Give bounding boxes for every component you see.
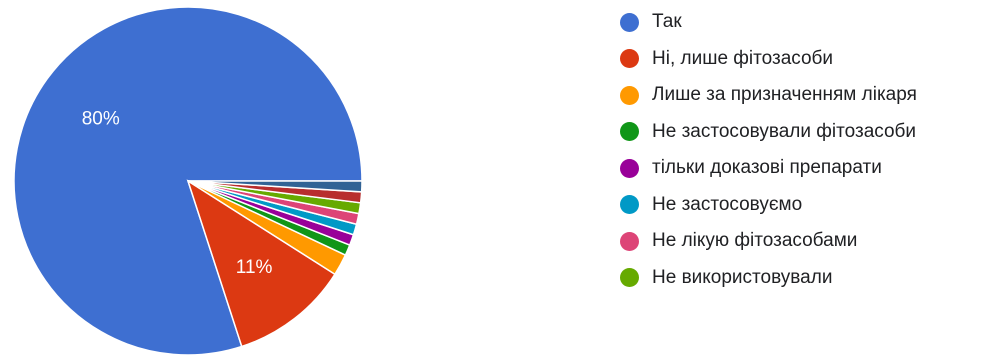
legend-swatch-icon	[620, 158, 639, 178]
legend-label: Ні, лише фітозасоби	[652, 47, 834, 69]
legend-item-3: Не застосовували фітозасоби	[620, 114, 917, 151]
legend-swatch-icon	[620, 231, 639, 251]
legend-label: Так	[652, 11, 682, 33]
legend-label: тільки доказові препарати	[652, 157, 882, 179]
legend-label: Не лікую фітозасобами	[652, 230, 858, 252]
pie-slice-1	[186, 179, 336, 348]
legend-swatch-icon	[620, 12, 639, 32]
legend-item-6: Не лікую фітозасобами	[620, 223, 917, 260]
legend-swatch-icon	[620, 49, 639, 69]
legend-swatch-icon	[620, 195, 639, 215]
legend-item-0: Так	[620, 4, 917, 41]
legend-label: Не застосовували фітозасоби	[652, 120, 917, 142]
legend-item-7: Не використовували	[620, 260, 917, 297]
legend-item-4: тільки доказові препарати	[620, 150, 917, 187]
slice-percent-label-1: 11%	[236, 257, 273, 278]
legend-label: Не застосовуємо	[652, 193, 803, 215]
pie-slice-9	[187, 180, 363, 193]
legend-item-5: Не застосовуємо	[620, 187, 917, 224]
legend-item-2: Лише за призначенням лікаря	[620, 77, 917, 114]
legend-swatch-icon	[620, 85, 639, 105]
slice-percent-label-0: 80%	[82, 109, 120, 130]
legend: Так Ні, лише фітозасоби Лише за призначенн…	[620, 4, 917, 296]
legend-item-1: Ні, лише фітозасоби	[620, 41, 917, 78]
legend-swatch-icon	[620, 122, 639, 142]
pie-plot: 80% 11%	[13, 6, 363, 356]
legend-label: Не використовували	[652, 266, 833, 288]
legend-label: Лише за призначенням лікаря	[652, 84, 917, 106]
legend-swatch-icon	[620, 268, 639, 288]
